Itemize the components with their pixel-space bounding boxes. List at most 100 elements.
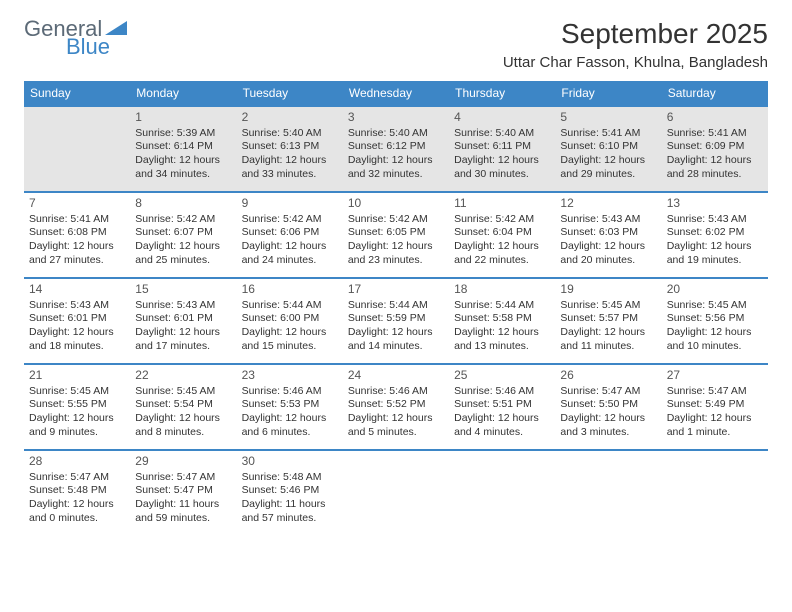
- sunrise-text: Sunrise: 5:48 AM: [242, 471, 338, 485]
- daylight-text: Daylight: 12 hours and 30 minutes.: [454, 154, 550, 181]
- sunrise-text: Sunrise: 5:42 AM: [135, 213, 231, 227]
- page: General Blue September 2025 Uttar Char F…: [0, 0, 792, 536]
- daylight-text: Daylight: 12 hours and 17 minutes.: [135, 326, 231, 353]
- daylight-text: Daylight: 12 hours and 23 minutes.: [348, 240, 444, 267]
- sunset-text: Sunset: 6:00 PM: [242, 312, 338, 326]
- sunset-text: Sunset: 6:04 PM: [454, 226, 550, 240]
- calendar-cell: 3Sunrise: 5:40 AMSunset: 6:12 PMDaylight…: [343, 106, 449, 192]
- calendar-cell: 28Sunrise: 5:47 AMSunset: 5:48 PMDayligh…: [24, 450, 130, 536]
- calendar-cell: 25Sunrise: 5:46 AMSunset: 5:51 PMDayligh…: [449, 364, 555, 450]
- daylight-text: Daylight: 12 hours and 24 minutes.: [242, 240, 338, 267]
- sunset-text: Sunset: 6:08 PM: [29, 226, 125, 240]
- sunrise-text: Sunrise: 5:46 AM: [348, 385, 444, 399]
- day-number: 12: [560, 196, 656, 212]
- daylight-text: Daylight: 11 hours and 59 minutes.: [135, 498, 231, 525]
- daylight-text: Daylight: 12 hours and 22 minutes.: [454, 240, 550, 267]
- sunrise-text: Sunrise: 5:44 AM: [242, 299, 338, 313]
- calendar-week-row: 7Sunrise: 5:41 AMSunset: 6:08 PMDaylight…: [24, 192, 768, 278]
- day-number: 16: [242, 282, 338, 298]
- logo-text-blue: Blue: [66, 36, 127, 58]
- sunrise-text: Sunrise: 5:39 AM: [135, 127, 231, 141]
- calendar-cell: [449, 450, 555, 536]
- daylight-text: Daylight: 12 hours and 1 minute.: [667, 412, 763, 439]
- calendar-cell: 12Sunrise: 5:43 AMSunset: 6:03 PMDayligh…: [555, 192, 661, 278]
- day-number: 19: [560, 282, 656, 298]
- sunset-text: Sunset: 5:59 PM: [348, 312, 444, 326]
- calendar-cell: 6Sunrise: 5:41 AMSunset: 6:09 PMDaylight…: [662, 106, 768, 192]
- sunrise-text: Sunrise: 5:41 AM: [29, 213, 125, 227]
- day-number: 13: [667, 196, 763, 212]
- sunset-text: Sunset: 6:01 PM: [29, 312, 125, 326]
- sunset-text: Sunset: 6:10 PM: [560, 140, 656, 154]
- daylight-text: Daylight: 12 hours and 11 minutes.: [560, 326, 656, 353]
- calendar-cell: 5Sunrise: 5:41 AMSunset: 6:10 PMDaylight…: [555, 106, 661, 192]
- sunset-text: Sunset: 5:53 PM: [242, 398, 338, 412]
- calendar-cell: 29Sunrise: 5:47 AMSunset: 5:47 PMDayligh…: [130, 450, 236, 536]
- day-number: 17: [348, 282, 444, 298]
- calendar-week-row: 1Sunrise: 5:39 AMSunset: 6:14 PMDaylight…: [24, 106, 768, 192]
- calendar-cell: 30Sunrise: 5:48 AMSunset: 5:46 PMDayligh…: [237, 450, 343, 536]
- sunrise-text: Sunrise: 5:43 AM: [29, 299, 125, 313]
- calendar-cell: 22Sunrise: 5:45 AMSunset: 5:54 PMDayligh…: [130, 364, 236, 450]
- calendar-week-row: 14Sunrise: 5:43 AMSunset: 6:01 PMDayligh…: [24, 278, 768, 364]
- daylight-text: Daylight: 12 hours and 13 minutes.: [454, 326, 550, 353]
- title-block: September 2025 Uttar Char Fasson, Khulna…: [503, 18, 768, 71]
- daylight-text: Daylight: 12 hours and 10 minutes.: [667, 326, 763, 353]
- sunrise-text: Sunrise: 5:45 AM: [29, 385, 125, 399]
- day-number: 27: [667, 368, 763, 384]
- sunrise-text: Sunrise: 5:47 AM: [29, 471, 125, 485]
- daylight-text: Daylight: 12 hours and 5 minutes.: [348, 412, 444, 439]
- daylight-text: Daylight: 12 hours and 6 minutes.: [242, 412, 338, 439]
- day-number: 10: [348, 196, 444, 212]
- sunrise-text: Sunrise: 5:42 AM: [242, 213, 338, 227]
- day-number: 15: [135, 282, 231, 298]
- day-number: 25: [454, 368, 550, 384]
- sunrise-text: Sunrise: 5:47 AM: [560, 385, 656, 399]
- sunrise-text: Sunrise: 5:40 AM: [454, 127, 550, 141]
- calendar-cell: 15Sunrise: 5:43 AMSunset: 6:01 PMDayligh…: [130, 278, 236, 364]
- daylight-text: Daylight: 12 hours and 27 minutes.: [29, 240, 125, 267]
- sunset-text: Sunset: 5:58 PM: [454, 312, 550, 326]
- day-number: 2: [242, 110, 338, 126]
- sunset-text: Sunset: 5:50 PM: [560, 398, 656, 412]
- sunset-text: Sunset: 5:49 PM: [667, 398, 763, 412]
- calendar-cell: 16Sunrise: 5:44 AMSunset: 6:00 PMDayligh…: [237, 278, 343, 364]
- daylight-text: Daylight: 12 hours and 14 minutes.: [348, 326, 444, 353]
- day-header: Saturday: [662, 81, 768, 106]
- day-header: Friday: [555, 81, 661, 106]
- sunrise-text: Sunrise: 5:41 AM: [667, 127, 763, 141]
- day-number: 1: [135, 110, 231, 126]
- calendar-cell: [555, 450, 661, 536]
- calendar-table: Sunday Monday Tuesday Wednesday Thursday…: [24, 81, 768, 536]
- day-number: 26: [560, 368, 656, 384]
- daylight-text: Daylight: 12 hours and 34 minutes.: [135, 154, 231, 181]
- sunrise-text: Sunrise: 5:40 AM: [242, 127, 338, 141]
- sunset-text: Sunset: 5:47 PM: [135, 484, 231, 498]
- sunrise-text: Sunrise: 5:43 AM: [135, 299, 231, 313]
- daylight-text: Daylight: 12 hours and 20 minutes.: [560, 240, 656, 267]
- day-number: 24: [348, 368, 444, 384]
- sunrise-text: Sunrise: 5:45 AM: [667, 299, 763, 313]
- daylight-text: Daylight: 12 hours and 25 minutes.: [135, 240, 231, 267]
- day-number: 21: [29, 368, 125, 384]
- calendar-cell: 9Sunrise: 5:42 AMSunset: 6:06 PMDaylight…: [237, 192, 343, 278]
- day-number: 3: [348, 110, 444, 126]
- day-number: 5: [560, 110, 656, 126]
- daylight-text: Daylight: 12 hours and 3 minutes.: [560, 412, 656, 439]
- day-header: Sunday: [24, 81, 130, 106]
- sunset-text: Sunset: 6:11 PM: [454, 140, 550, 154]
- calendar-cell: 10Sunrise: 5:42 AMSunset: 6:05 PMDayligh…: [343, 192, 449, 278]
- sunset-text: Sunset: 5:51 PM: [454, 398, 550, 412]
- header: General Blue September 2025 Uttar Char F…: [24, 18, 768, 71]
- calendar-cell: [662, 450, 768, 536]
- sunrise-text: Sunrise: 5:42 AM: [348, 213, 444, 227]
- calendar-cell: [24, 106, 130, 192]
- day-number: 18: [454, 282, 550, 298]
- calendar-cell: 21Sunrise: 5:45 AMSunset: 5:55 PMDayligh…: [24, 364, 130, 450]
- calendar-cell: 23Sunrise: 5:46 AMSunset: 5:53 PMDayligh…: [237, 364, 343, 450]
- sunset-text: Sunset: 6:01 PM: [135, 312, 231, 326]
- sunset-text: Sunset: 6:06 PM: [242, 226, 338, 240]
- sunset-text: Sunset: 5:56 PM: [667, 312, 763, 326]
- calendar-cell: 26Sunrise: 5:47 AMSunset: 5:50 PMDayligh…: [555, 364, 661, 450]
- day-number: 29: [135, 454, 231, 470]
